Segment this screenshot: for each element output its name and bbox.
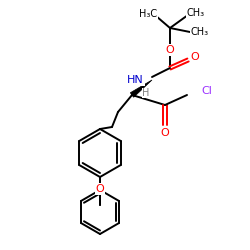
Text: O: O — [166, 45, 174, 55]
Text: CH₃: CH₃ — [191, 27, 209, 37]
Text: H: H — [142, 88, 150, 98]
Polygon shape — [130, 80, 152, 97]
Text: O: O — [160, 128, 170, 138]
Text: CH₃: CH₃ — [187, 8, 205, 18]
Text: O: O — [96, 184, 104, 194]
Text: Cl: Cl — [201, 86, 212, 96]
Text: H₃C: H₃C — [139, 9, 157, 19]
Text: O: O — [191, 52, 200, 62]
Text: HN: HN — [127, 75, 144, 85]
